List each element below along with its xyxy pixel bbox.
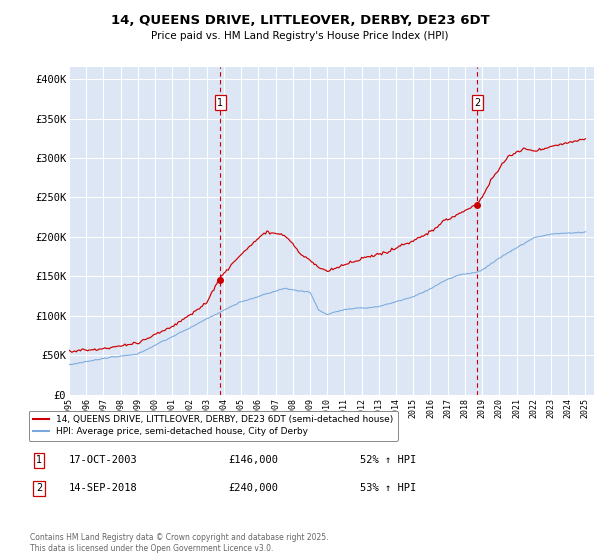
Text: 2: 2 <box>36 483 42 493</box>
Text: Contains HM Land Registry data © Crown copyright and database right 2025.
This d: Contains HM Land Registry data © Crown c… <box>30 533 329 553</box>
Text: £146,000: £146,000 <box>228 455 278 465</box>
Legend: 14, QUEENS DRIVE, LITTLEOVER, DERBY, DE23 6DT (semi-detached house), HPI: Averag: 14, QUEENS DRIVE, LITTLEOVER, DERBY, DE2… <box>29 410 398 441</box>
Text: 2: 2 <box>474 98 480 108</box>
Text: Price paid vs. HM Land Registry's House Price Index (HPI): Price paid vs. HM Land Registry's House … <box>151 31 449 41</box>
Text: 53% ↑ HPI: 53% ↑ HPI <box>360 483 416 493</box>
Text: 14, QUEENS DRIVE, LITTLEOVER, DERBY, DE23 6DT: 14, QUEENS DRIVE, LITTLEOVER, DERBY, DE2… <box>110 14 490 27</box>
Text: £240,000: £240,000 <box>228 483 278 493</box>
Text: 1: 1 <box>36 455 42 465</box>
Text: 17-OCT-2003: 17-OCT-2003 <box>69 455 138 465</box>
Text: 14-SEP-2018: 14-SEP-2018 <box>69 483 138 493</box>
Text: 52% ↑ HPI: 52% ↑ HPI <box>360 455 416 465</box>
Text: 1: 1 <box>217 98 223 108</box>
